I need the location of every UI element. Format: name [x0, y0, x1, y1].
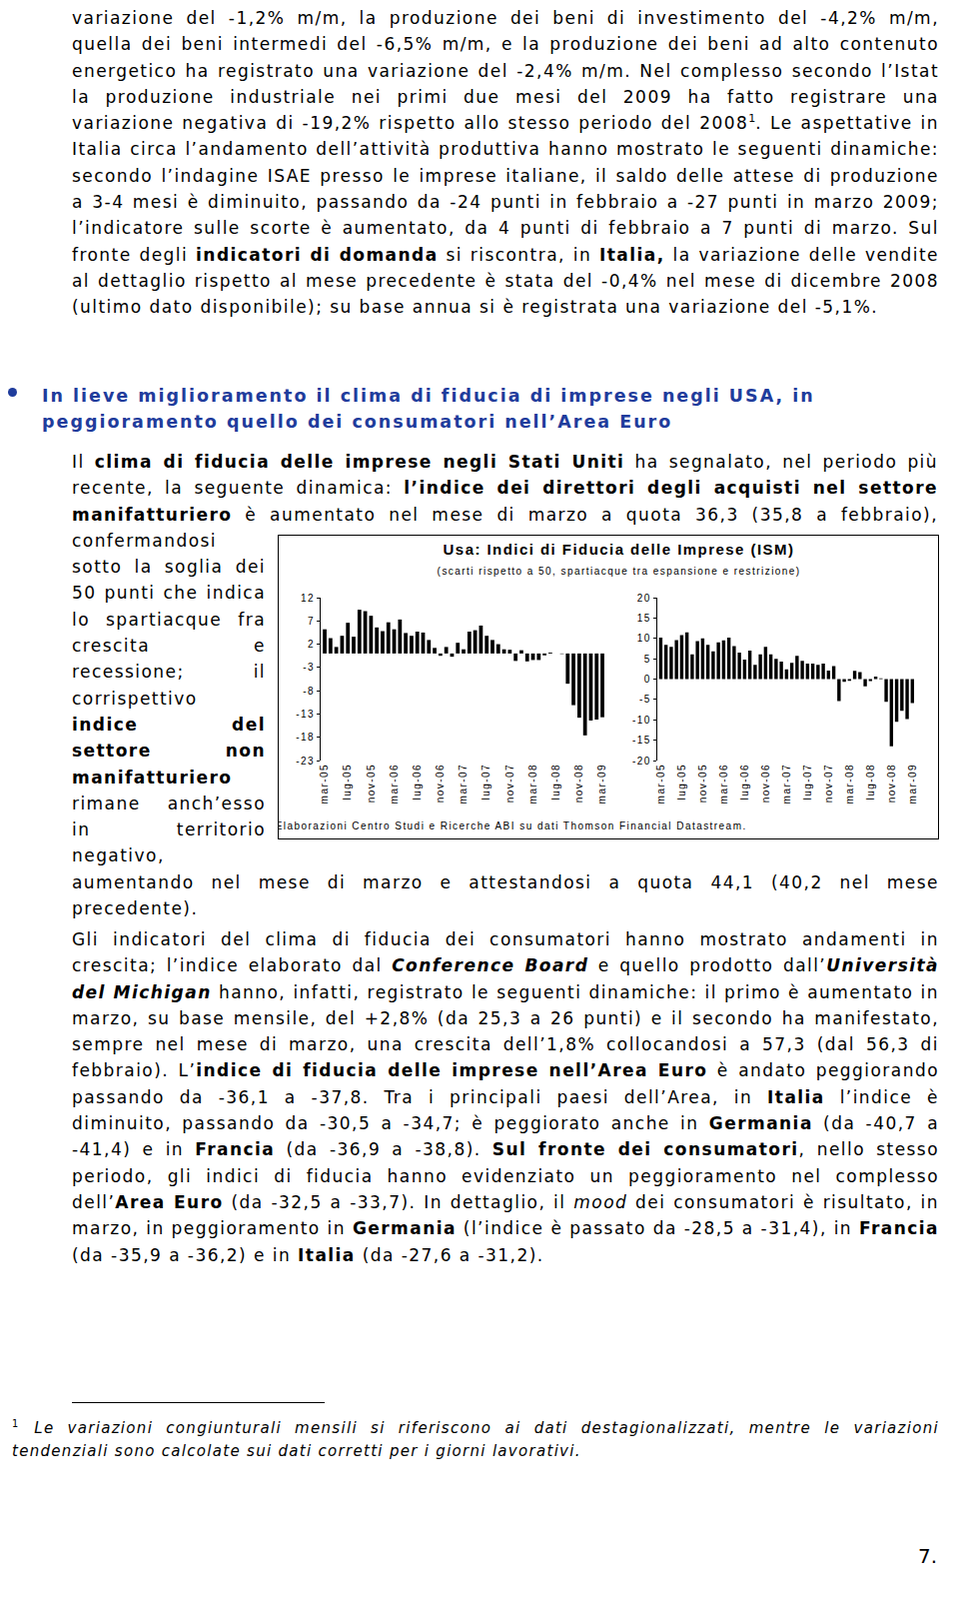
- svg-text:lug-06: lug-06: [739, 763, 751, 801]
- svg-text:nov-07: nov-07: [504, 763, 516, 803]
- svg-text:-13: -13: [295, 708, 315, 720]
- svg-text:20: 20: [637, 592, 652, 604]
- svg-text:-15: -15: [632, 734, 652, 746]
- svg-text:5: 5: [644, 653, 652, 665]
- svg-text:0: 0: [644, 673, 652, 685]
- svg-text:nov-08: nov-08: [573, 763, 585, 803]
- svg-text:mar-07: mar-07: [457, 763, 469, 804]
- svg-text:mar-05: mar-05: [655, 763, 667, 804]
- svg-text:-3: -3: [302, 661, 315, 673]
- svg-text:2: 2: [307, 638, 315, 650]
- svg-text:12: 12: [300, 592, 315, 604]
- svg-text:lug-05: lug-05: [676, 763, 688, 801]
- svg-text:15: 15: [637, 612, 652, 624]
- svg-text:-5: -5: [639, 693, 652, 705]
- svg-text:nov-05: nov-05: [697, 763, 709, 803]
- svg-text:7: 7: [307, 615, 315, 627]
- svg-text:10: 10: [637, 632, 652, 644]
- svg-text:-23: -23: [295, 755, 315, 767]
- svg-text:mar-07: mar-07: [781, 763, 793, 804]
- svg-text:mar-09: mar-09: [596, 763, 608, 804]
- svg-text:lug-07: lug-07: [480, 763, 492, 801]
- svg-text:lug-08: lug-08: [865, 763, 877, 801]
- svg-text:lug-07: lug-07: [802, 763, 814, 801]
- svg-text:nov-06: nov-06: [434, 763, 446, 803]
- svg-text:Fonte: Elaborazioni Centro Stu: Fonte: Elaborazioni Centro Studi e Ricer…: [278, 820, 748, 832]
- svg-text:(scarti rispetto a 50, spartia: (scarti rispetto a 50, spartiacque tra e…: [437, 565, 802, 577]
- svg-text:lug-08: lug-08: [550, 763, 562, 801]
- svg-text:mar-08: mar-08: [527, 763, 539, 804]
- svg-text:lug-05: lug-05: [341, 763, 353, 801]
- svg-text:nov-08: nov-08: [886, 763, 898, 803]
- svg-text:mar-05: mar-05: [318, 763, 330, 804]
- svg-text:mar-06: mar-06: [718, 763, 730, 804]
- svg-text:-18: -18: [295, 731, 315, 743]
- svg-text:-8: -8: [302, 685, 315, 697]
- svg-text:-20: -20: [632, 755, 652, 767]
- svg-text:lug-06: lug-06: [411, 763, 423, 801]
- svg-text:nov-07: nov-07: [823, 763, 835, 803]
- svg-text:mar-09: mar-09: [907, 763, 919, 804]
- svg-text:mar-08: mar-08: [844, 763, 856, 804]
- svg-text:Usa: Indici di Fiducia delle I: Usa: Indici di Fiducia delle Imprese (IS…: [443, 540, 796, 558]
- svg-text:nov-05: nov-05: [365, 763, 377, 803]
- svg-text:nov-06: nov-06: [760, 763, 772, 803]
- svg-text:mar-06: mar-06: [388, 763, 400, 804]
- svg-text:-10: -10: [632, 714, 652, 726]
